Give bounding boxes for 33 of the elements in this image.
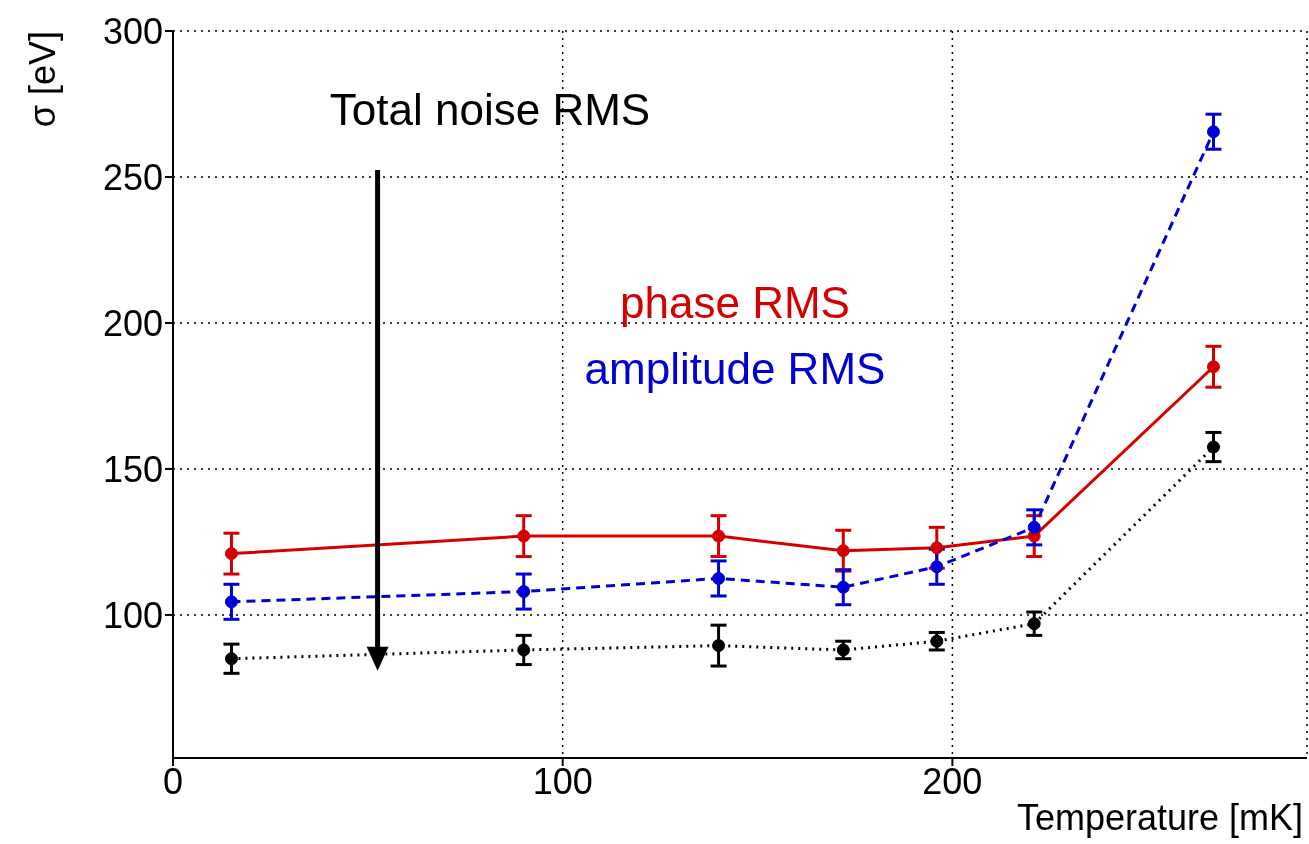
point (224, 652, 238, 666)
point (930, 560, 944, 574)
x-tick-label: 200 (922, 760, 983, 802)
point (836, 643, 850, 657)
point (836, 580, 850, 594)
point (1206, 440, 1220, 454)
x-axis-title: Temperature [mK] (1016, 797, 1303, 838)
point (517, 643, 531, 657)
y-tick-label: 200 (102, 302, 163, 344)
point (1027, 520, 1041, 534)
point (712, 639, 726, 653)
point (930, 541, 944, 555)
y-axis-title: σ [eV] (22, 31, 63, 128)
x-tick-label: 0 (162, 760, 184, 802)
text: amplitude RMS (584, 344, 886, 393)
y-tick-label: 250 (102, 156, 163, 198)
point (517, 585, 531, 599)
text: phase RMS (620, 278, 850, 327)
point (1206, 360, 1220, 374)
x-tick-label: 100 (532, 760, 593, 802)
point (1206, 125, 1220, 139)
y-tick-label: 100 (102, 594, 163, 636)
point (517, 529, 531, 543)
text: Total noise RMS (329, 85, 651, 134)
point (930, 634, 944, 648)
y-tick-label: 300 (102, 10, 163, 52)
point (224, 547, 238, 561)
point (712, 571, 726, 585)
y-tick-label: 150 (102, 448, 163, 490)
point (712, 529, 726, 543)
point (836, 544, 850, 558)
point (1027, 617, 1041, 631)
point (224, 595, 238, 609)
